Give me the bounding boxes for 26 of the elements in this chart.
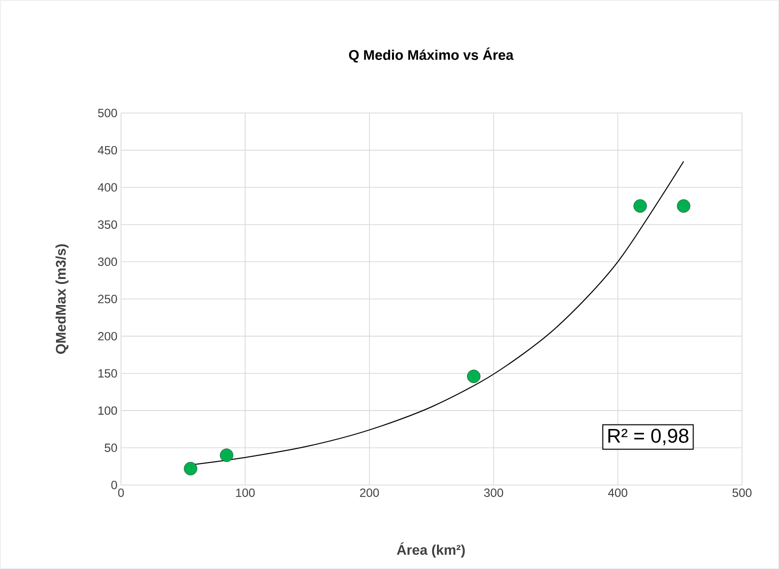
y-tick-label: 200: [98, 332, 118, 340]
y-tick-label: 350: [98, 220, 118, 229]
point: [184, 462, 198, 476]
y-tick-label: 500: [98, 108, 118, 118]
y-tick-label: 450: [98, 146, 118, 154]
point: [220, 448, 234, 462]
point: [467, 370, 480, 384]
x-tick-label: 400: [608, 488, 628, 497]
x-tick-label: 200: [360, 488, 379, 497]
y-tick-label: 300: [98, 258, 118, 266]
y-tick-label: 50: [104, 444, 118, 452]
x-axis-title: Área (km²): [396, 542, 465, 558]
annotation: R² = 0,98: [608, 428, 688, 446]
chart-title: Q Medio Máximo vs Área: [349, 47, 514, 63]
y-tick-label: 400: [98, 183, 118, 192]
y-axis-title: QMedMax (m3/s): [56, 244, 69, 354]
point: [676, 199, 690, 213]
x-tick-label: 300: [484, 488, 504, 497]
point: [633, 199, 647, 213]
y-tick-label: 100: [98, 406, 118, 415]
x-tick-label: 100: [236, 488, 255, 497]
y-tick-label: 150: [98, 369, 118, 378]
y-tick-label: 250: [98, 294, 118, 304]
x-tick-label: 500: [732, 488, 752, 497]
x-tick-label: 0: [118, 488, 124, 497]
y-tick-label: 0: [111, 480, 118, 490]
